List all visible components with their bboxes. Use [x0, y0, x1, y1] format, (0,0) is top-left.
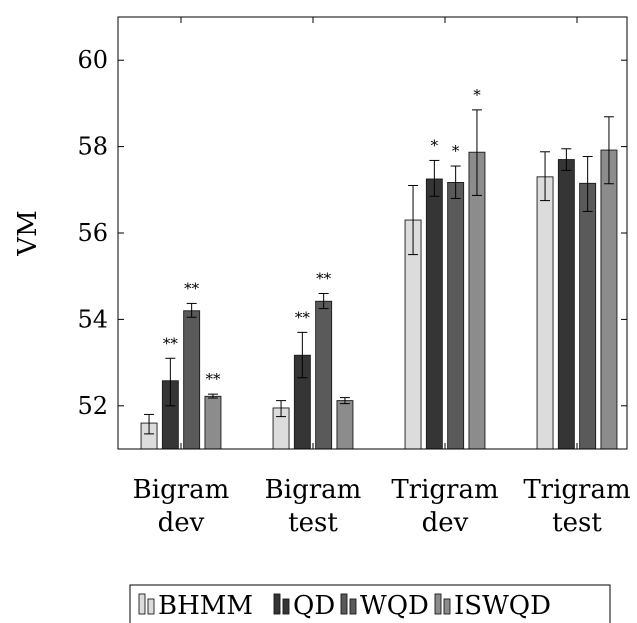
- y-tick-label: 58: [77, 133, 108, 161]
- error-bar-wqd-1: [318, 292, 329, 310]
- bar-iswqd-3: [600, 149, 618, 450]
- legend-swatch: [282, 598, 290, 615]
- x-tick-label-3: Trigram test: [523, 475, 630, 538]
- significance-label-iswqd-2: *: [473, 86, 481, 104]
- bar-iswqd-0: [204, 395, 222, 450]
- y-tick-label: 54: [77, 305, 108, 333]
- legend-box: [129, 584, 611, 623]
- error-bar-wqd-3: [582, 156, 593, 212]
- legend-swatch: [349, 598, 357, 615]
- legend-swatch: [443, 598, 451, 615]
- error-bar-iswqd-1: [339, 397, 350, 405]
- error-bar-wqd-0: [186, 302, 197, 318]
- legend-swatch: [340, 593, 348, 615]
- x-tick-label-2: Trigram dev: [391, 475, 498, 538]
- error-bar-iswqd-2: [471, 109, 482, 196]
- x-tick-label-line: test: [552, 508, 602, 538]
- bar-wqd-3: [579, 182, 597, 450]
- bar-qd-3: [557, 159, 575, 450]
- legend-label: ISWQD: [454, 591, 551, 621]
- x-tick-label-line: Trigram: [391, 475, 498, 505]
- x-tick-label-1: Bigram test: [265, 475, 362, 538]
- x-tick-label-line: test: [288, 508, 338, 538]
- significance-label-qd-1: **: [295, 308, 311, 326]
- legend: BHMM QD WQD ISWQD: [129, 584, 611, 623]
- legend-entry-iswqd: ISWQD: [434, 591, 551, 621]
- significance-label-iswqd-0: **: [205, 370, 221, 388]
- legend-entry-wqd: WQD: [340, 591, 429, 621]
- y-tick-label: 60: [77, 46, 108, 74]
- significance-label-qd-2: *: [431, 136, 439, 154]
- x-tick-label-line: dev: [158, 508, 205, 538]
- error-bar-qd-3: [561, 148, 572, 171]
- error-bar-iswqd-3: [603, 116, 614, 185]
- legend-swatch: [434, 593, 442, 615]
- significance-label-wqd-0: **: [184, 279, 200, 297]
- x-tick-label-line: dev: [422, 508, 469, 538]
- error-bar-iswqd-0: [207, 393, 218, 399]
- bar-wqd-1: [315, 300, 333, 450]
- bar-qd-2: [425, 178, 443, 450]
- bar-iswqd-2: [468, 151, 486, 450]
- error-bar-qd-1: [297, 331, 308, 379]
- significance-label-qd-0: **: [163, 334, 179, 352]
- error-bar-qd-0: [165, 357, 176, 407]
- y-tick-label: 52: [77, 392, 108, 420]
- y-axis-label: VM: [13, 210, 43, 256]
- error-bar-bhmm-1: [276, 400, 287, 418]
- legend-swatch: [273, 593, 281, 615]
- legend-entry-bhmm: BHMM: [138, 591, 253, 621]
- x-tick-label-line: Trigram: [523, 475, 630, 505]
- bar-wqd-2: [447, 182, 465, 450]
- bar-wqd-0: [183, 310, 201, 450]
- legend-swatch: [138, 593, 146, 615]
- error-bar-wqd-2: [450, 165, 461, 199]
- bar-iswqd-1: [336, 400, 354, 450]
- x-tick-label-line: Bigram: [133, 475, 230, 505]
- x-tick-label-0: Bigram dev: [133, 475, 230, 538]
- legend-entry-qd: QD: [273, 591, 335, 621]
- legend-swatch: [147, 598, 155, 615]
- error-bar-qd-2: [429, 159, 440, 197]
- error-bar-bhmm-3: [540, 151, 551, 202]
- bar-bhmm-3: [536, 176, 554, 450]
- y-tick-label: 56: [77, 219, 108, 247]
- legend-label: BHMM: [158, 591, 253, 621]
- significance-label-wqd-2: *: [452, 142, 460, 160]
- error-bar-bhmm-0: [144, 413, 155, 435]
- x-tick-label-line: Bigram: [265, 475, 362, 505]
- legend-label: WQD: [360, 591, 429, 621]
- error-bar-bhmm-2: [408, 184, 419, 256]
- significance-label-wqd-1: **: [316, 269, 332, 287]
- bars-layer: *************: [140, 86, 618, 450]
- legend-label: QD: [293, 591, 335, 621]
